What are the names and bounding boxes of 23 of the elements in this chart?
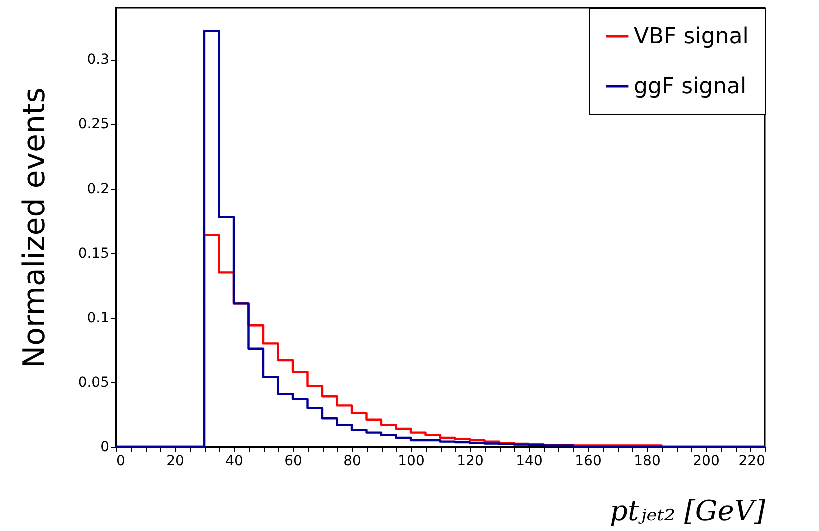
legend-label: ggF signal [634,74,747,100]
x-tick-label: 120 [457,454,484,470]
x-tick-label: 40 [226,454,244,470]
x-tick-label: 20 [166,454,184,470]
y-tick-label: 0 [100,440,110,456]
x-tick-label: 160 [575,454,602,470]
y-tick-label: 0.1 [87,310,110,326]
x-tick-label: 140 [516,454,543,470]
x-tick-label: 100 [398,454,425,470]
y-tick-label: 0.2 [87,181,110,198]
x-tick-label: 200 [693,454,720,470]
legend-label: VBF signal [634,24,749,50]
x-tick-label: 220 [738,454,766,470]
x-tick-label: 0 [116,454,126,470]
y-tick-label: 0.05 [78,374,110,391]
y-tick-label: 0.3 [87,52,110,68]
x-tick-label: 180 [634,454,661,470]
x-tick-label: 80 [344,454,362,470]
x-tick-label: 60 [284,454,302,470]
x-axis-title: ptⱼₑₜ₂ [GeV] [610,494,766,528]
y-tick-label: 0.25 [78,116,110,133]
y-tick-label: 0.15 [78,246,110,262]
y-axis-title: Normalized events [17,88,52,368]
